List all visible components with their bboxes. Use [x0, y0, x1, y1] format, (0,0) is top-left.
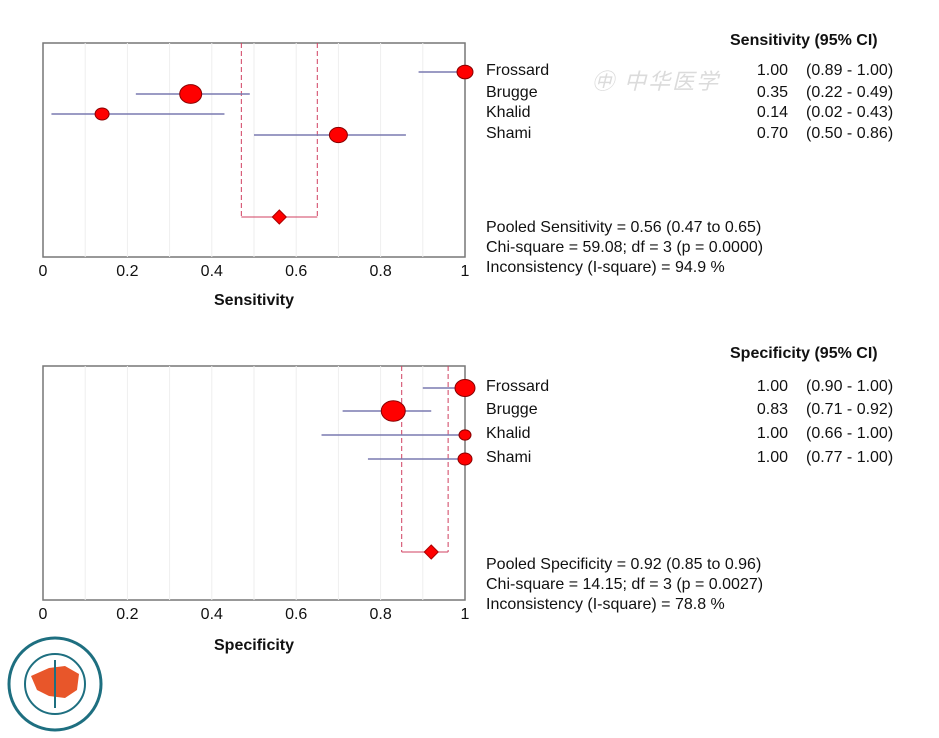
study-estimate: 1.00 — [756, 449, 788, 466]
study-name: Frossard — [486, 62, 550, 79]
x-tick-label: 0.8 — [369, 606, 392, 623]
x-tick-label: 0.4 — [200, 263, 223, 280]
table-header: Sensitivity (95% CI) — [730, 32, 878, 49]
x-axis-label: Sensitivity — [214, 292, 295, 309]
watermark-text: 中华医学 — [624, 69, 721, 94]
x-axis-label: Specificity — [214, 637, 295, 654]
study-name: Shami — [486, 449, 532, 466]
study-ci-label: (0.90 - 1.00) — [806, 378, 894, 395]
study-ci-label: (0.66 - 1.00) — [806, 425, 894, 442]
x-tick-label: 0.2 — [116, 263, 139, 280]
x-tick-label: 1 — [460, 606, 470, 623]
watermark: ㊥ 中华医学 — [592, 64, 720, 96]
study-estimate: 0.35 — [756, 84, 788, 101]
study-estimate: 0.70 — [756, 125, 788, 142]
study-ci-label: (0.71 - 0.92) — [806, 401, 894, 418]
x-tick-label: 0.2 — [116, 606, 139, 623]
study-name: Shami — [486, 125, 532, 142]
summary-statistic: Chi-square = 14.15; df = 3 (p = 0.0027) — [486, 576, 764, 593]
study-estimate: 0.14 — [756, 104, 788, 121]
study-marker — [179, 84, 203, 104]
study-ci-label: (0.77 - 1.00) — [806, 449, 894, 466]
study-estimate: 1.00 — [756, 378, 788, 395]
study-marker — [328, 126, 348, 144]
x-tick-label: 0 — [38, 606, 48, 623]
cma-logo — [7, 636, 103, 732]
watermark-seal-icon: ㊥ — [592, 69, 617, 94]
summary-statistic: Inconsistency (I-square) = 78.8 % — [486, 596, 725, 613]
summary-statistic: Chi-square = 59.08; df = 3 (p = 0.0000) — [486, 239, 764, 256]
x-tick-label: 0 — [38, 263, 48, 280]
study-ci-label: (0.22 - 0.49) — [806, 84, 894, 101]
table-header: Specificity (95% CI) — [730, 345, 878, 362]
summary-statistic: Pooled Specificity = 0.92 (0.85 to 0.96) — [486, 556, 762, 573]
x-tick-label: 0.4 — [200, 606, 223, 623]
study-ci-label: (0.89 - 1.00) — [806, 62, 894, 79]
study-marker — [458, 429, 472, 441]
summary-statistic: Inconsistency (I-square) = 94.9 % — [486, 259, 725, 276]
study-ci-label: (0.02 - 0.43) — [806, 104, 894, 121]
summary-statistic: Pooled Sensitivity = 0.56 (0.47 to 0.65) — [486, 219, 762, 236]
study-marker — [380, 400, 406, 422]
pooled-diamond — [271, 209, 288, 225]
study-ci-label: (0.50 - 0.86) — [806, 125, 894, 142]
x-tick-label: 0.6 — [285, 606, 308, 623]
study-marker — [94, 107, 110, 121]
study-name: Khalid — [486, 425, 531, 442]
study-marker — [454, 379, 476, 397]
study-name: Khalid — [486, 104, 531, 121]
study-marker — [456, 64, 474, 80]
study-marker — [457, 452, 473, 466]
study-estimate: 0.83 — [756, 401, 788, 418]
study-name: Brugge — [486, 84, 538, 101]
study-name: Frossard — [486, 378, 550, 395]
x-tick-label: 0.6 — [285, 263, 308, 280]
x-tick-label: 1 — [460, 263, 470, 280]
study-estimate: 1.00 — [756, 425, 788, 442]
study-estimate: 1.00 — [756, 62, 788, 79]
study-name: Brugge — [486, 401, 538, 418]
x-tick-label: 0.8 — [369, 263, 392, 280]
pooled-diamond — [423, 544, 439, 560]
